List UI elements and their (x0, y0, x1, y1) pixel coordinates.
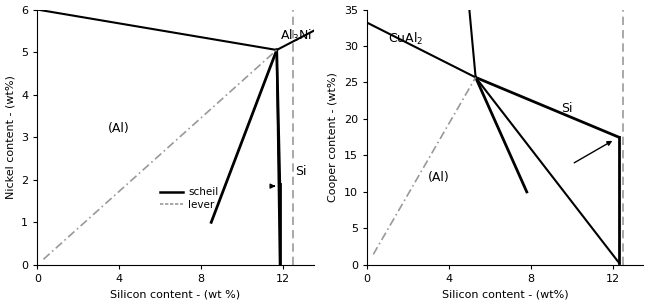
Y-axis label: Nickel content - (wt%): Nickel content - (wt%) (6, 75, 16, 199)
Text: Si: Si (561, 102, 573, 115)
Text: (Al): (Al) (428, 171, 450, 184)
Legend: scheil, lever: scheil, lever (156, 183, 223, 214)
Text: (Al): (Al) (108, 122, 130, 135)
X-axis label: Silicon content - (wt %): Silicon content - (wt %) (110, 289, 241, 300)
X-axis label: Silicon content - (wt%): Silicon content - (wt%) (442, 289, 569, 300)
Text: CuAl$_2$: CuAl$_2$ (387, 31, 423, 47)
Text: Si: Si (295, 165, 306, 178)
Text: Al$_3$Ni: Al$_3$Ni (280, 27, 312, 44)
Y-axis label: Cooper content - (wt%): Cooper content - (wt%) (328, 72, 338, 202)
